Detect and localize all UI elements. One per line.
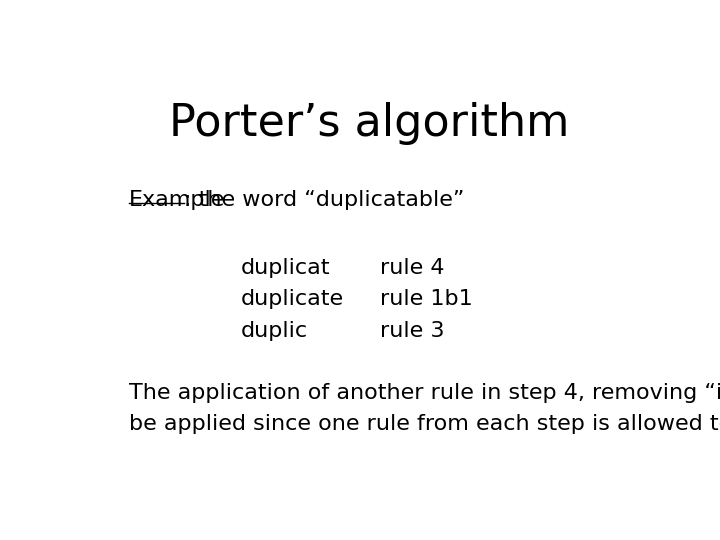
Text: Porter’s algorithm: Porter’s algorithm xyxy=(168,102,570,145)
Text: be applied since one rule from each step is allowed to be applied.: be applied since one rule from each step… xyxy=(129,414,720,434)
Text: duplicat: duplicat xyxy=(240,258,330,278)
Text: : the word “duplicatable”: : the word “duplicatable” xyxy=(184,190,464,210)
Text: duplicate: duplicate xyxy=(240,289,343,309)
Text: The application of another rule in step 4, removing “ic,” cannot: The application of another rule in step … xyxy=(129,383,720,403)
Text: rule 3: rule 3 xyxy=(380,321,445,341)
Text: Example: Example xyxy=(129,190,225,210)
Text: duplic: duplic xyxy=(240,321,307,341)
Text: rule 1b1: rule 1b1 xyxy=(380,289,473,309)
Text: rule 4: rule 4 xyxy=(380,258,445,278)
